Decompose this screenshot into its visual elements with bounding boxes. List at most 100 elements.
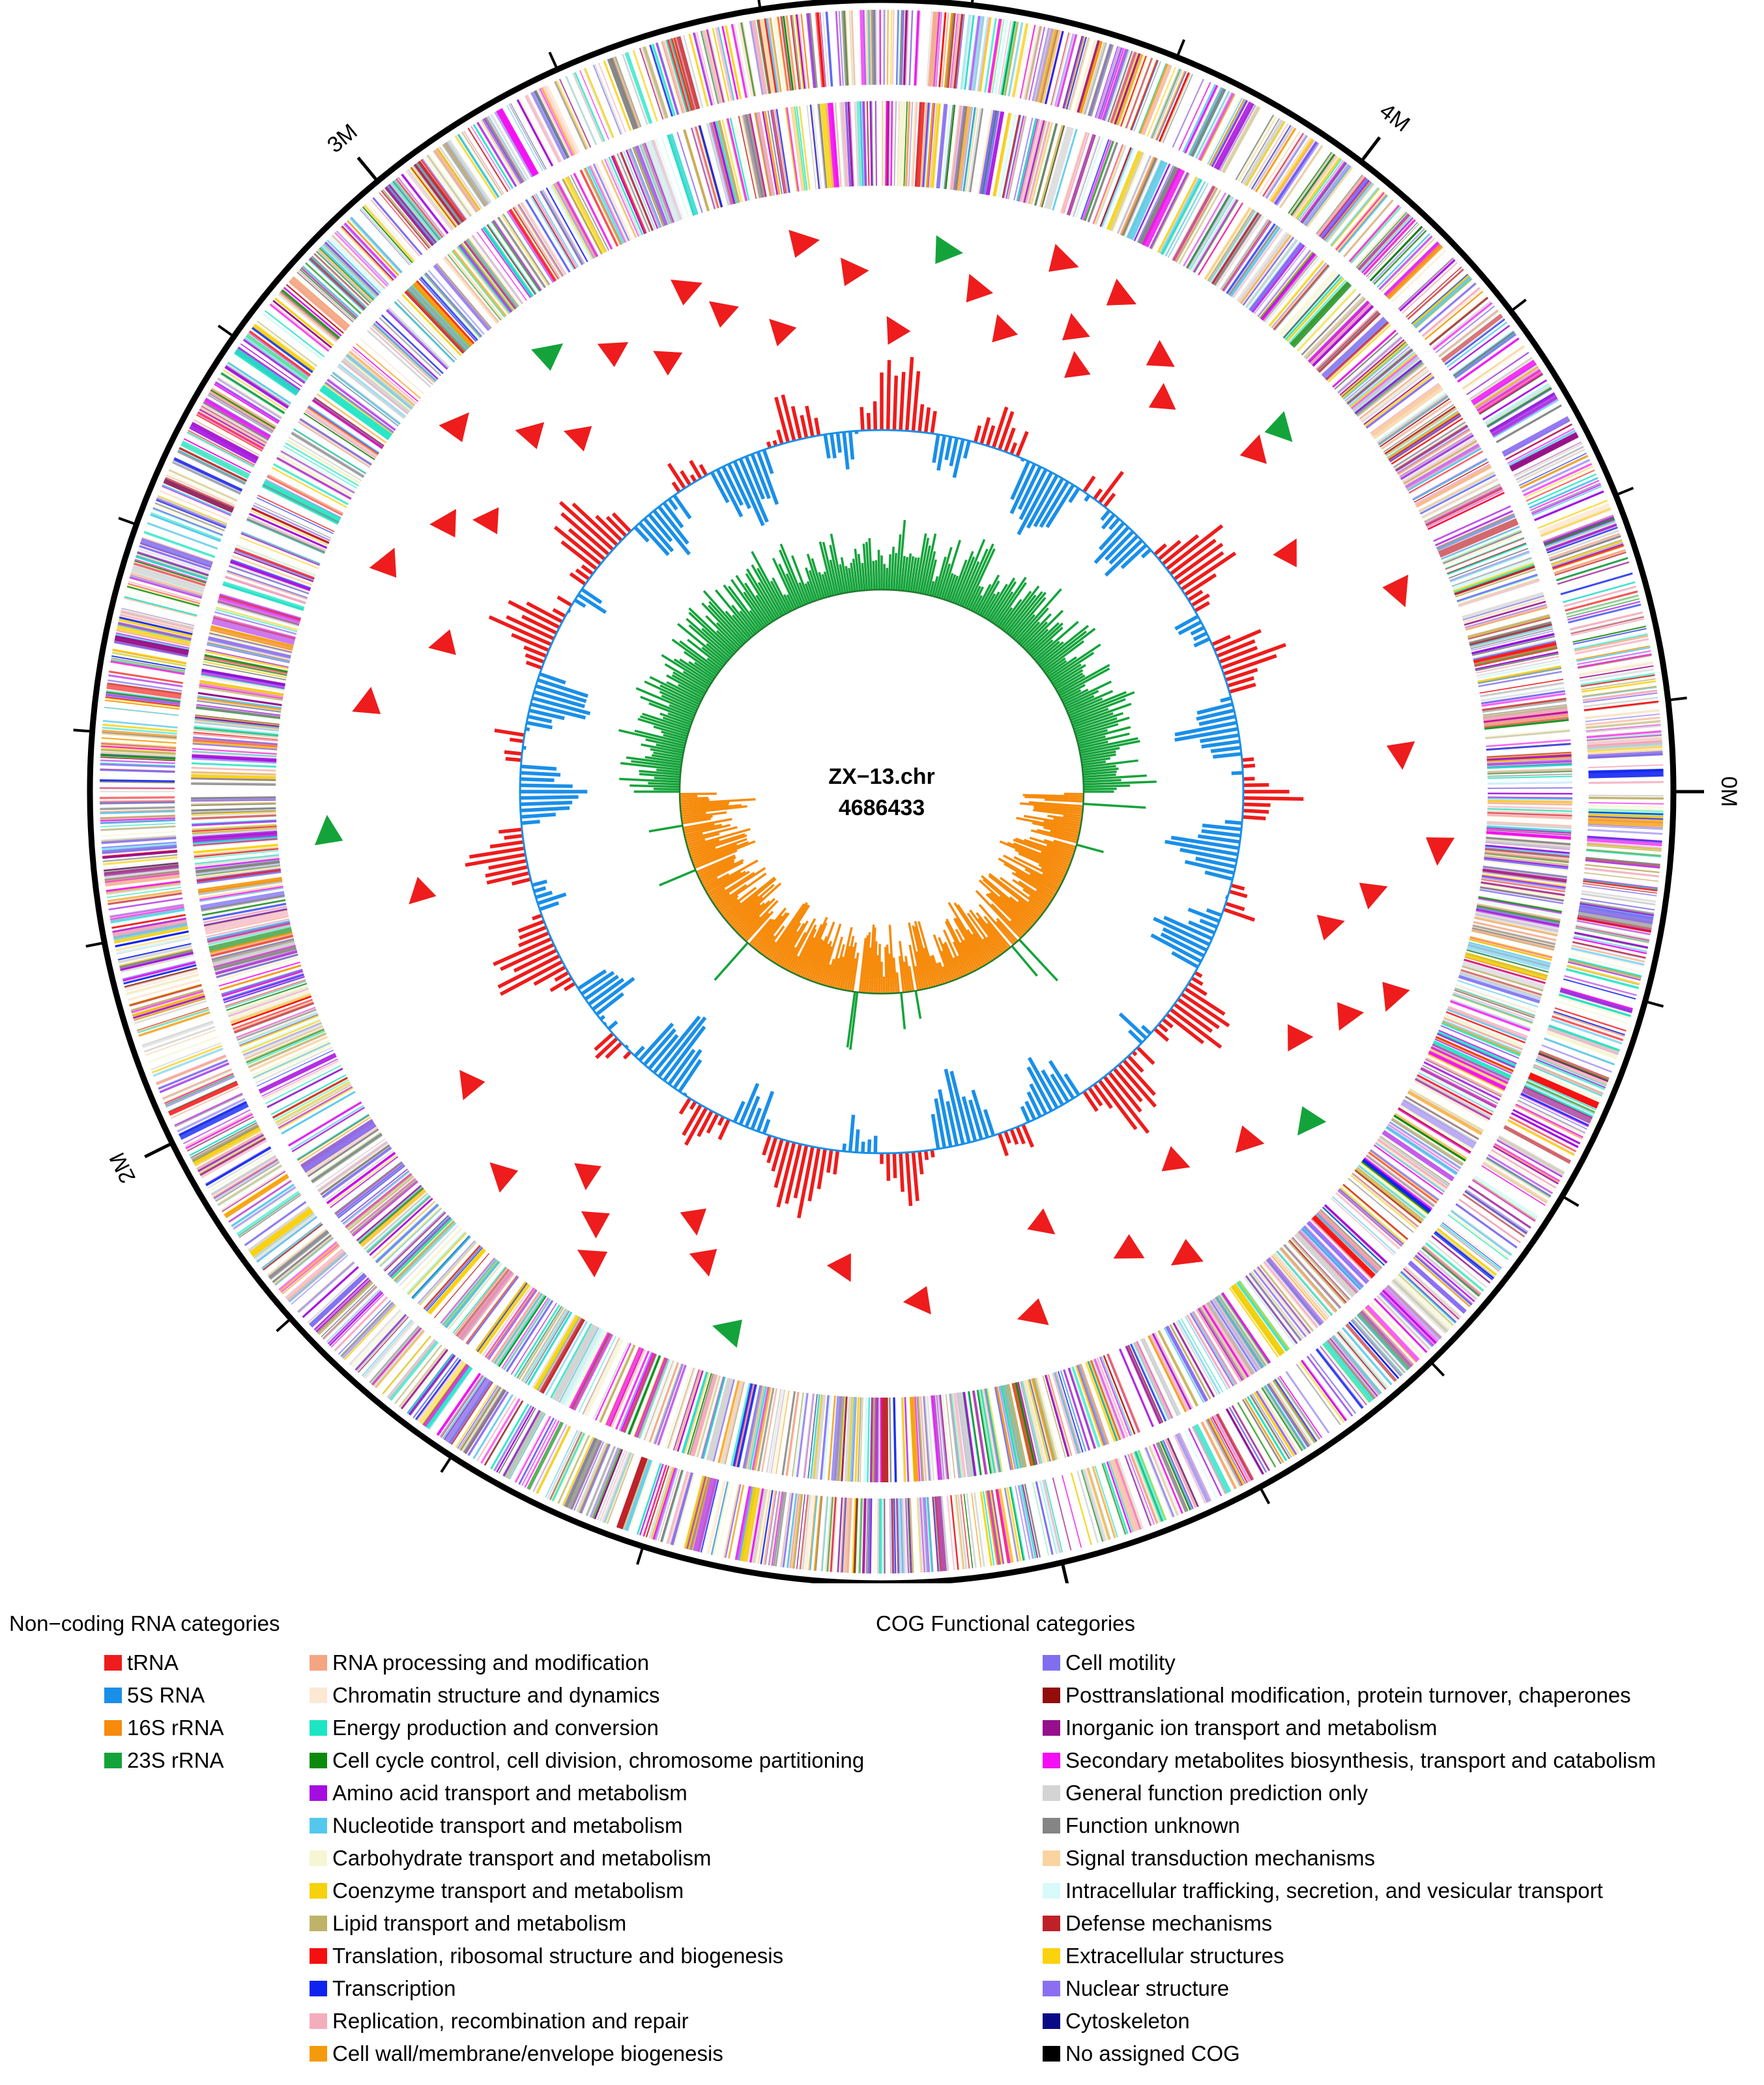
cds-reverse-gene	[897, 101, 906, 186]
cds-forward-gene	[636, 1463, 662, 1535]
cds-forward-gene	[658, 1469, 680, 1542]
cds-forward-gene	[1335, 1332, 1385, 1391]
cds-forward-gene	[1535, 1058, 1606, 1088]
cds-forward-gene	[978, 17, 991, 92]
gc-content-bar-below	[1201, 740, 1240, 749]
cds-forward-gene	[328, 236, 384, 293]
cds-forward-gene	[274, 297, 334, 347]
cds-forward-gene	[1009, 1486, 1024, 1561]
major-tick	[356, 156, 377, 180]
cds-forward-gene	[362, 206, 413, 264]
cds-forward-gene	[622, 53, 648, 125]
cds-forward-gene	[429, 1368, 473, 1430]
cds-forward-gene	[398, 1347, 447, 1408]
cds-forward-gene	[1007, 22, 1024, 96]
cds-forward-gene	[1226, 1408, 1264, 1475]
cds-forward-gene	[1192, 1424, 1232, 1494]
cds-forward-gene	[896, 1498, 900, 1574]
cds-forward-gene	[1587, 816, 1664, 827]
cds-forward-gene	[1576, 650, 1652, 670]
cds-forward-gene	[100, 807, 175, 811]
cds-forward-gene	[1419, 1249, 1477, 1301]
cds-forward-gene	[966, 1493, 977, 1568]
cds-forward-gene	[921, 1497, 927, 1573]
cds-forward-gene	[1462, 1193, 1525, 1238]
cds-forward-gene	[1363, 219, 1416, 276]
cds-forward-gene	[797, 14, 807, 89]
cds-forward-gene	[1568, 603, 1641, 624]
cds-forward-gene	[1160, 1441, 1191, 1511]
gc-content-bar-above	[1082, 475, 1096, 493]
cds-forward-gene	[480, 1398, 521, 1464]
cds-forward-gene	[645, 1465, 670, 1538]
cds-forward-gene	[100, 810, 175, 814]
cds-forward-gene	[494, 111, 532, 178]
cds-forward-gene	[1554, 549, 1626, 575]
gc-skew-bar-negative	[680, 795, 698, 798]
cds-forward-gene	[782, 1493, 794, 1568]
cds-forward-gene	[693, 32, 714, 106]
cds-forward-gene	[220, 373, 285, 415]
cds-forward-gene	[1580, 672, 1655, 686]
cds-forward-gene	[1130, 59, 1158, 130]
cds-forward-gene	[915, 10, 921, 86]
cds-forward-gene	[455, 1384, 498, 1448]
cds-forward-gene	[579, 70, 609, 140]
cds-forward-gene	[796, 1494, 805, 1569]
cds-forward-gene	[351, 1310, 403, 1367]
cds-forward-gene	[1451, 1209, 1513, 1256]
cds-forward-gene	[1268, 137, 1310, 201]
cds-forward-gene	[156, 1055, 227, 1086]
gc-skew-bar-negative	[875, 955, 879, 994]
cds-forward-gene	[813, 1495, 822, 1571]
ncrna-marker	[439, 412, 469, 442]
gc-content-bar-below	[962, 440, 971, 459]
cds-forward-gene	[1518, 452, 1587, 486]
gc-content-bar-above	[1009, 442, 1018, 455]
cds-forward-gene	[1546, 526, 1618, 554]
cds-forward-gene	[1535, 1059, 1606, 1091]
cds-forward-gene	[1413, 1256, 1471, 1307]
cds-forward-gene	[1585, 724, 1661, 734]
cds-forward-gene	[1572, 627, 1647, 645]
cds-forward-gene	[1219, 104, 1256, 171]
cds-forward-gene	[105, 699, 180, 710]
cds-forward-gene	[1319, 177, 1370, 240]
gc-skew-bar-negative	[895, 972, 900, 994]
gc-content-bar-above	[494, 728, 525, 737]
cds-forward-gene	[321, 1284, 375, 1338]
cds-forward-gene	[1560, 987, 1633, 1011]
cds-forward-gene	[788, 1493, 798, 1568]
cds-forward-gene	[976, 1491, 989, 1567]
ncrna-marker	[1273, 538, 1297, 568]
major-tick	[144, 1143, 171, 1158]
cds-forward-gene	[1182, 84, 1218, 154]
cds-forward-gene	[162, 1068, 232, 1100]
cds-forward-gene	[521, 1418, 557, 1486]
cds-forward-gene	[343, 1304, 397, 1360]
cds-forward-gene	[1403, 1267, 1460, 1319]
cds-forward-gene	[1433, 1232, 1494, 1281]
cds-forward-gene	[470, 126, 512, 190]
ncrna-marker	[1316, 914, 1345, 941]
cds-forward-gene	[386, 1338, 436, 1399]
cds-forward-gene	[869, 10, 873, 85]
cds-forward-gene	[349, 1309, 402, 1366]
cds-forward-gene	[1586, 844, 1662, 852]
cds-forward-gene	[935, 1496, 947, 1572]
cds-forward-gene	[558, 79, 591, 149]
cds-forward-gene	[1341, 1327, 1393, 1386]
cds-forward-gene	[1516, 446, 1584, 481]
gc-content-bar-below	[854, 1129, 860, 1153]
cds-forward-gene	[100, 806, 175, 810]
cds-forward-gene	[1114, 53, 1141, 125]
cds-forward-gene	[257, 320, 318, 367]
cds-forward-gene	[1032, 1482, 1050, 1556]
gc-skew-bar-positive	[648, 824, 683, 833]
cds-forward-gene	[996, 1489, 1011, 1564]
cds-forward-gene	[1259, 130, 1301, 195]
cds-forward-gene	[1527, 1072, 1600, 1109]
tick-label-2M: 2M	[105, 1149, 141, 1187]
cds-forward-gene	[1357, 213, 1410, 270]
cds-forward-gene	[373, 1329, 424, 1387]
